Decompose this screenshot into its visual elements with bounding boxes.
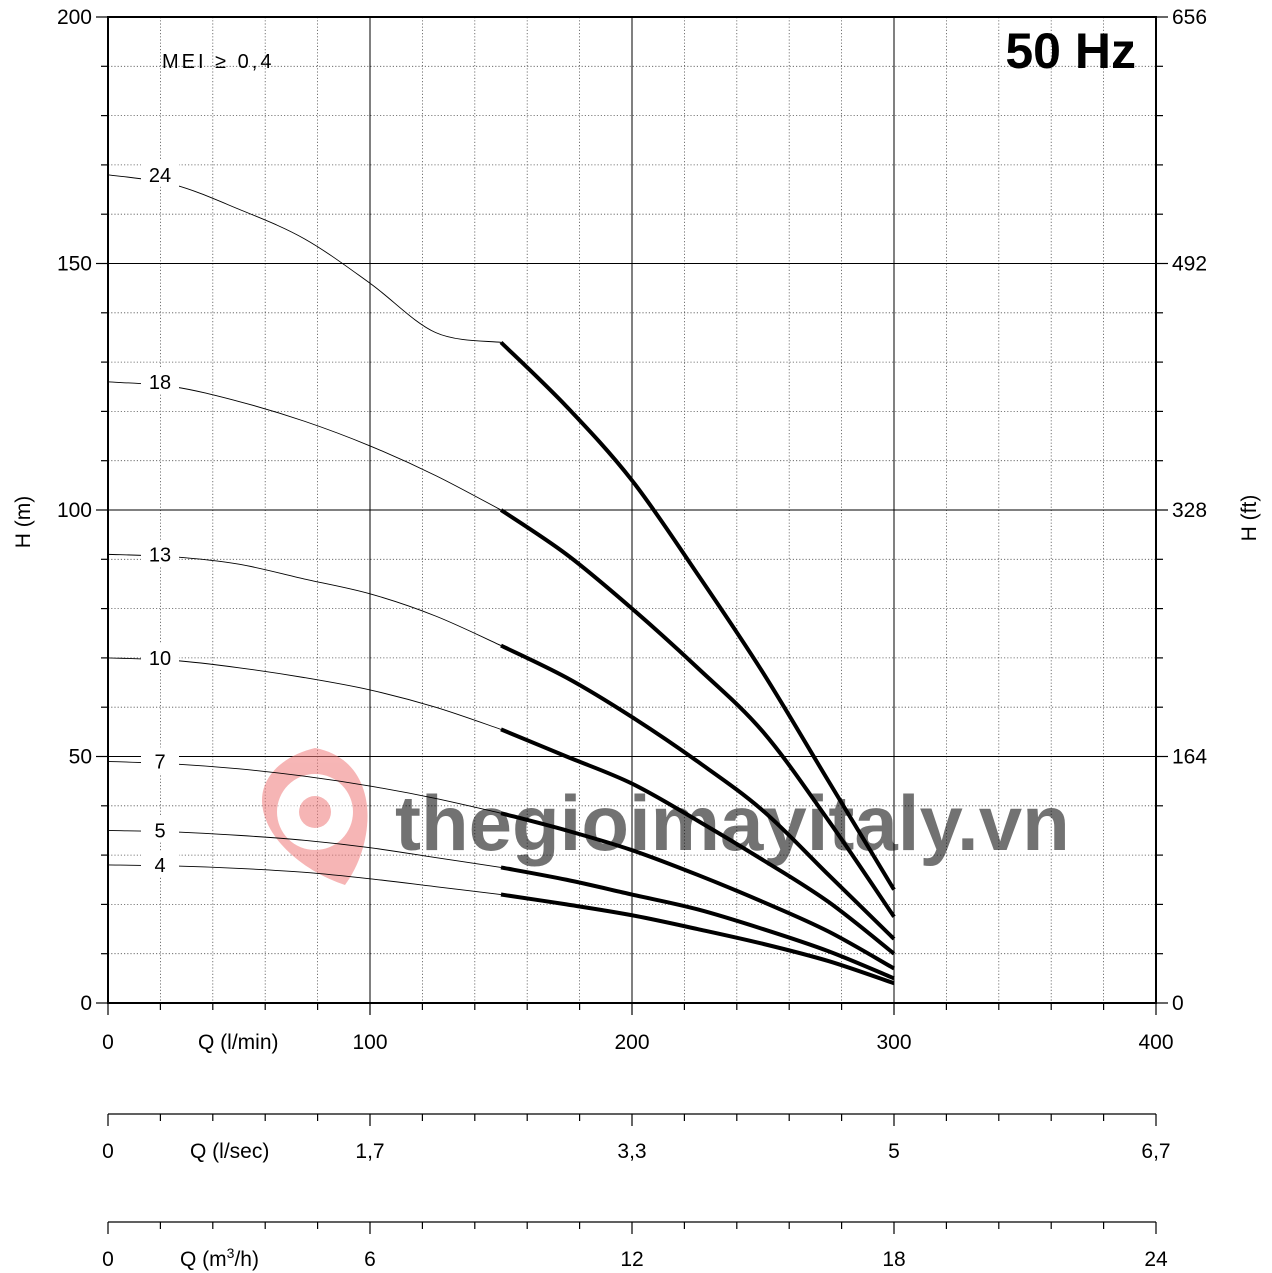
curve-label-bg bbox=[141, 850, 179, 877]
curve-5-operating bbox=[500, 865, 895, 981]
curve-label-5: 5 bbox=[154, 820, 165, 842]
x-axis-label-m3h-prefix: Q (m bbox=[180, 1248, 227, 1271]
curve-13-extended bbox=[107, 553, 502, 646]
y-tick-label-right: 0 bbox=[1172, 992, 1184, 1015]
curve-label-bg bbox=[141, 643, 179, 670]
x-tick-label-m3h: 6 bbox=[364, 1248, 376, 1271]
curve-label-13: 13 bbox=[149, 544, 171, 566]
y-tick-label-right: 328 bbox=[1172, 499, 1207, 522]
curve-13-operating bbox=[500, 643, 896, 941]
y-tick-label-left: 200 bbox=[57, 6, 92, 29]
x-tick-label-lsec: 5 bbox=[888, 1140, 900, 1163]
curve-label-10: 10 bbox=[149, 648, 171, 670]
x-tick-label-lsec: 0 bbox=[102, 1140, 114, 1163]
y-tick-label-left: 100 bbox=[57, 499, 92, 522]
performance-curves: 24 18 13 10 7 5 4 bbox=[107, 160, 896, 986]
y-tick-label-right: 656 bbox=[1172, 6, 1207, 29]
x-tick-label-lmin: 300 bbox=[876, 1031, 911, 1054]
x-axis-label-lmin: Q (l/min) bbox=[198, 1031, 279, 1054]
curve-label-bg bbox=[141, 540, 179, 567]
curve-24-operating bbox=[499, 340, 896, 891]
curve-label-7: 7 bbox=[154, 751, 165, 773]
watermark: thegioimayitaly.vn bbox=[262, 748, 1070, 885]
curve-label-18: 18 bbox=[149, 372, 171, 394]
curve-24-extended bbox=[107, 174, 502, 343]
x-tick-label-m3h: 24 bbox=[1144, 1248, 1168, 1271]
x-tick-label-m3h: 12 bbox=[620, 1248, 643, 1271]
x-tick-label-lmin: 100 bbox=[352, 1031, 387, 1054]
x-tick-label-m3h: 18 bbox=[882, 1248, 905, 1271]
x-tick-label-lsec: 6,7 bbox=[1141, 1140, 1170, 1163]
y-tick-label-left: 0 bbox=[80, 992, 92, 1015]
watermark-logo bbox=[262, 748, 368, 885]
x-axis-label-m3h: Q (m3/h) bbox=[180, 1245, 259, 1271]
curve-label-bg bbox=[141, 816, 179, 843]
curve-label-4: 4 bbox=[154, 855, 165, 877]
y-axis-right-label: H (ft) bbox=[1238, 495, 1261, 542]
x-axis-label-lsec: Q (l/sec) bbox=[190, 1140, 269, 1163]
mei-annotation: MEI ≥ 0,4 bbox=[162, 51, 274, 73]
watermark-text: thegioimayitaly.vn bbox=[395, 779, 1070, 867]
curve-10-operating bbox=[500, 727, 896, 956]
curve-7-operating bbox=[500, 811, 895, 971]
x-tick-label-lmin: 0 bbox=[102, 1031, 114, 1054]
curve-18-operating bbox=[499, 508, 896, 918]
curve-label-24: 24 bbox=[149, 165, 171, 187]
x-tick-label-lsec: 3,3 bbox=[617, 1140, 646, 1163]
x-tick-label-lsec: 1,7 bbox=[355, 1140, 384, 1163]
x-tick-label-lmin: 200 bbox=[614, 1031, 649, 1054]
x-axis-label-m3h-suffix: /h) bbox=[234, 1248, 259, 1271]
x-axis-label-m3h-sup: 3 bbox=[227, 1245, 235, 1261]
y-tick-label-left: 50 bbox=[69, 746, 92, 769]
y-tick-label-left: 150 bbox=[57, 253, 92, 276]
x-tick-label-lmin: 400 bbox=[1138, 1031, 1173, 1054]
y-tick-label-right: 492 bbox=[1172, 253, 1207, 276]
y-tick-label-right: 164 bbox=[1172, 746, 1207, 769]
curve-label-bg bbox=[141, 160, 179, 187]
x-tick-label-m3h: 0 bbox=[102, 1248, 114, 1271]
y-axis-left-label: H (m) bbox=[12, 496, 35, 548]
curve-18-extended bbox=[107, 381, 502, 511]
frequency-label: 50 Hz bbox=[1005, 23, 1136, 79]
curve-label-bg bbox=[141, 367, 179, 394]
curve-4-operating bbox=[500, 892, 895, 986]
curve-label-bg bbox=[141, 747, 179, 774]
